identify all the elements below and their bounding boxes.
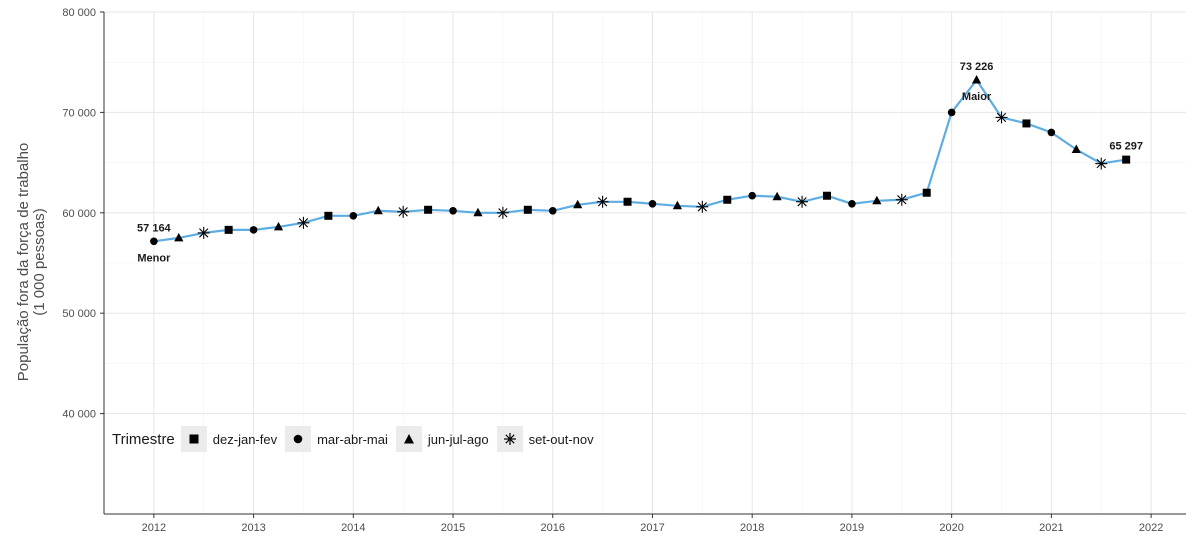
x-tick-label: 2017 xyxy=(640,522,664,534)
chart-grid xyxy=(104,11,1186,514)
x-tick-label: 2020 xyxy=(939,522,963,534)
data-point-triangle xyxy=(573,199,583,209)
data-point-triangle xyxy=(273,221,284,231)
data-point-triangle xyxy=(772,191,782,201)
legend-key-square-icon xyxy=(180,426,207,452)
chart-ticks: 40 000 50 000 60 000 70 000 80 000 2012 2013 20… xyxy=(62,7,1163,534)
data-point-circle xyxy=(1047,128,1056,137)
y-tick-label: 70 000 xyxy=(62,107,96,119)
data-point-asterisk xyxy=(397,205,410,218)
data-point-asterisk xyxy=(995,111,1008,124)
annotation-label: Maior xyxy=(962,91,992,103)
annotation-value: 73 226 xyxy=(960,61,994,73)
data-point-square xyxy=(324,211,333,220)
data-point-asterisk xyxy=(1095,157,1108,170)
x-tick-label: 2022 xyxy=(1139,522,1163,534)
x-tick-label: 2014 xyxy=(341,522,365,534)
data-point-triangle xyxy=(1071,144,1081,154)
chart-legend: Trimestre dez-jan-fev mar-abr-mai jun-ju… xyxy=(112,424,602,454)
x-tick-label: 2012 xyxy=(142,522,166,534)
data-point-circle xyxy=(848,199,856,208)
legend-key-triangle-icon xyxy=(395,426,422,452)
legend-item-dez-jan-fev: dez-jan-fev xyxy=(180,426,278,452)
data-point-asterisk xyxy=(596,195,609,208)
data-point-asterisk xyxy=(297,216,310,229)
data-point-square xyxy=(224,225,233,234)
legend-item-set-out-nov: set-out-nov xyxy=(496,426,594,452)
data-point-triangle xyxy=(373,205,383,215)
annotation-value: 57 164 xyxy=(137,222,172,234)
data-point-asterisk xyxy=(895,193,908,206)
data-point-square xyxy=(424,205,433,214)
legend-label: mar-abr-mai xyxy=(317,431,388,447)
x-tick-label: 2016 xyxy=(541,522,565,534)
legend-item-jun-jul-ago: jun-jul-ago xyxy=(395,426,489,452)
data-point-square xyxy=(623,197,632,206)
x-tick-label: 2021 xyxy=(1039,522,1063,534)
data-point-circle xyxy=(349,212,358,220)
y-tick-label: 40 000 xyxy=(62,409,96,421)
data-point-circle xyxy=(648,199,657,208)
data-point-circle xyxy=(150,237,158,246)
data-point-triangle xyxy=(672,200,683,210)
legend-key-circle-icon xyxy=(285,426,312,452)
legend-item-mar-abr-mai: mar-abr-mai xyxy=(285,426,388,452)
data-point-triangle xyxy=(473,207,483,217)
data-point-asterisk xyxy=(696,200,709,213)
x-tick-label: 2015 xyxy=(441,522,465,534)
data-point-square xyxy=(822,191,831,200)
chart-axes xyxy=(103,12,1186,515)
data-point-asterisk xyxy=(796,195,809,208)
legend-label: set-out-nov xyxy=(528,431,594,447)
y-tick-label: 60 000 xyxy=(62,208,96,220)
data-point-circle xyxy=(947,108,956,117)
data-point-triangle xyxy=(971,75,982,84)
data-point-triangle xyxy=(174,232,184,242)
chart-series xyxy=(153,78,1127,243)
legend-title: Trimestre xyxy=(112,430,175,448)
data-point-square xyxy=(1122,155,1131,164)
series-line xyxy=(153,78,1127,243)
data-point-asterisk xyxy=(197,226,210,239)
y-tick-label: 50 000 xyxy=(62,308,96,320)
chart-annotations: 57 164 Menor 73 226 Maior 65 297 xyxy=(137,61,1143,264)
y-tick-label: 80 000 xyxy=(62,7,96,19)
annotation-value: 65 297 xyxy=(1109,141,1143,153)
annotation-label: Menor xyxy=(137,252,171,264)
data-point-circle xyxy=(548,206,557,215)
data-point-triangle xyxy=(872,195,882,205)
data-point-square xyxy=(523,205,532,214)
x-tick-label: 2019 xyxy=(840,522,864,534)
data-point-square xyxy=(1022,119,1031,128)
legend-label: jun-jul-ago xyxy=(427,431,489,447)
data-point-asterisk xyxy=(496,206,509,219)
x-tick-label: 2013 xyxy=(241,522,265,534)
legend-key-asterisk-icon xyxy=(496,426,523,452)
chart-markers xyxy=(150,75,1131,246)
data-point-circle xyxy=(748,191,757,200)
legend-label: dez-jan-fev xyxy=(212,431,278,447)
data-point-square xyxy=(922,188,931,197)
data-point-circle xyxy=(249,226,258,234)
data-point-circle xyxy=(449,206,457,215)
x-tick-label: 2018 xyxy=(740,522,764,534)
data-point-square xyxy=(723,195,732,204)
